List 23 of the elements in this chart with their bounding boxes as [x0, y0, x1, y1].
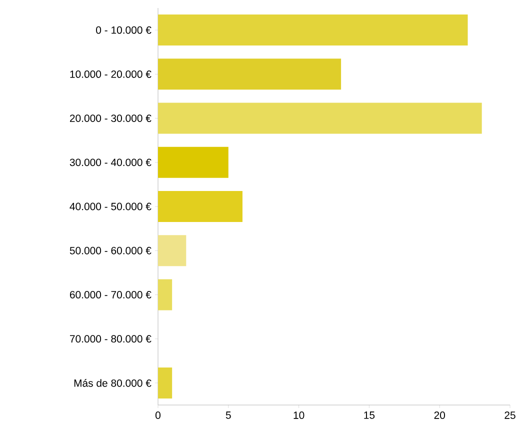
- y-tick-label: 0 - 10.000 €: [96, 26, 152, 34]
- y-tick-label: 10.000 - 20.000 €: [70, 70, 152, 78]
- y-tick-label: 60.000 - 70.000 €: [70, 291, 152, 298]
- y-tick-label: 30.000 - 40.000 €: [70, 158, 152, 166]
- x-tick-label: 25: [504, 412, 516, 419]
- y-tick-label: 20.000 - 30.000 €: [70, 114, 152, 122]
- bar: [158, 146, 228, 178]
- x-tick-label: 10: [294, 412, 304, 419]
- y-tick-label: 40.000 - 50.000 €: [70, 202, 152, 210]
- y-tick-label: Más de 80.000 €: [74, 379, 152, 387]
- bar: [158, 58, 342, 90]
- bar: [158, 102, 482, 134]
- y-tick-label: 70.000 - 80.000 €: [70, 335, 152, 343]
- bar: [158, 235, 186, 266]
- bar: [158, 191, 242, 222]
- bar: [158, 367, 172, 398]
- bar: [158, 279, 172, 310]
- bar: [158, 14, 468, 46]
- x-tick-label: 15: [364, 412, 375, 419]
- y-tick-label: 50.000 - 60.000 €: [70, 246, 152, 254]
- x-tick-label: 5: [226, 412, 231, 419]
- x-tick-label: 20: [434, 412, 446, 419]
- x-tick-label: 0: [155, 412, 160, 419]
